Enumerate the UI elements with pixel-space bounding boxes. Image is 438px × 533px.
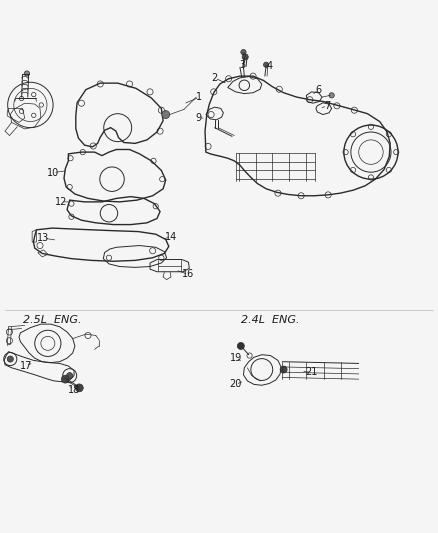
- Text: 19: 19: [230, 353, 242, 363]
- Text: 16: 16: [182, 269, 194, 279]
- Text: 10: 10: [47, 168, 59, 177]
- Text: 2: 2: [212, 73, 218, 83]
- Circle shape: [7, 356, 13, 362]
- Text: 21: 21: [305, 367, 318, 377]
- Text: 18: 18: [68, 385, 80, 394]
- Text: 1: 1: [196, 92, 202, 102]
- Circle shape: [61, 375, 69, 383]
- Circle shape: [329, 93, 334, 98]
- Circle shape: [24, 71, 29, 76]
- Text: 6: 6: [315, 85, 321, 95]
- Text: 13: 13: [37, 233, 49, 243]
- Circle shape: [75, 384, 83, 392]
- Text: 2.5L  ENG.: 2.5L ENG.: [23, 315, 81, 325]
- Text: 12: 12: [55, 197, 67, 207]
- Text: 14: 14: [165, 232, 177, 242]
- Text: 2.4L  ENG.: 2.4L ENG.: [241, 315, 300, 325]
- Circle shape: [237, 343, 244, 350]
- Circle shape: [242, 54, 248, 60]
- Circle shape: [264, 62, 269, 67]
- Text: 3: 3: [239, 60, 245, 70]
- Text: 9: 9: [195, 113, 201, 123]
- Text: 20: 20: [230, 379, 242, 390]
- Text: 17: 17: [20, 361, 32, 371]
- Circle shape: [162, 111, 170, 118]
- Circle shape: [241, 50, 246, 55]
- Circle shape: [280, 366, 287, 373]
- Text: 4: 4: [266, 61, 272, 71]
- Circle shape: [67, 373, 73, 379]
- Text: 7: 7: [324, 101, 330, 111]
